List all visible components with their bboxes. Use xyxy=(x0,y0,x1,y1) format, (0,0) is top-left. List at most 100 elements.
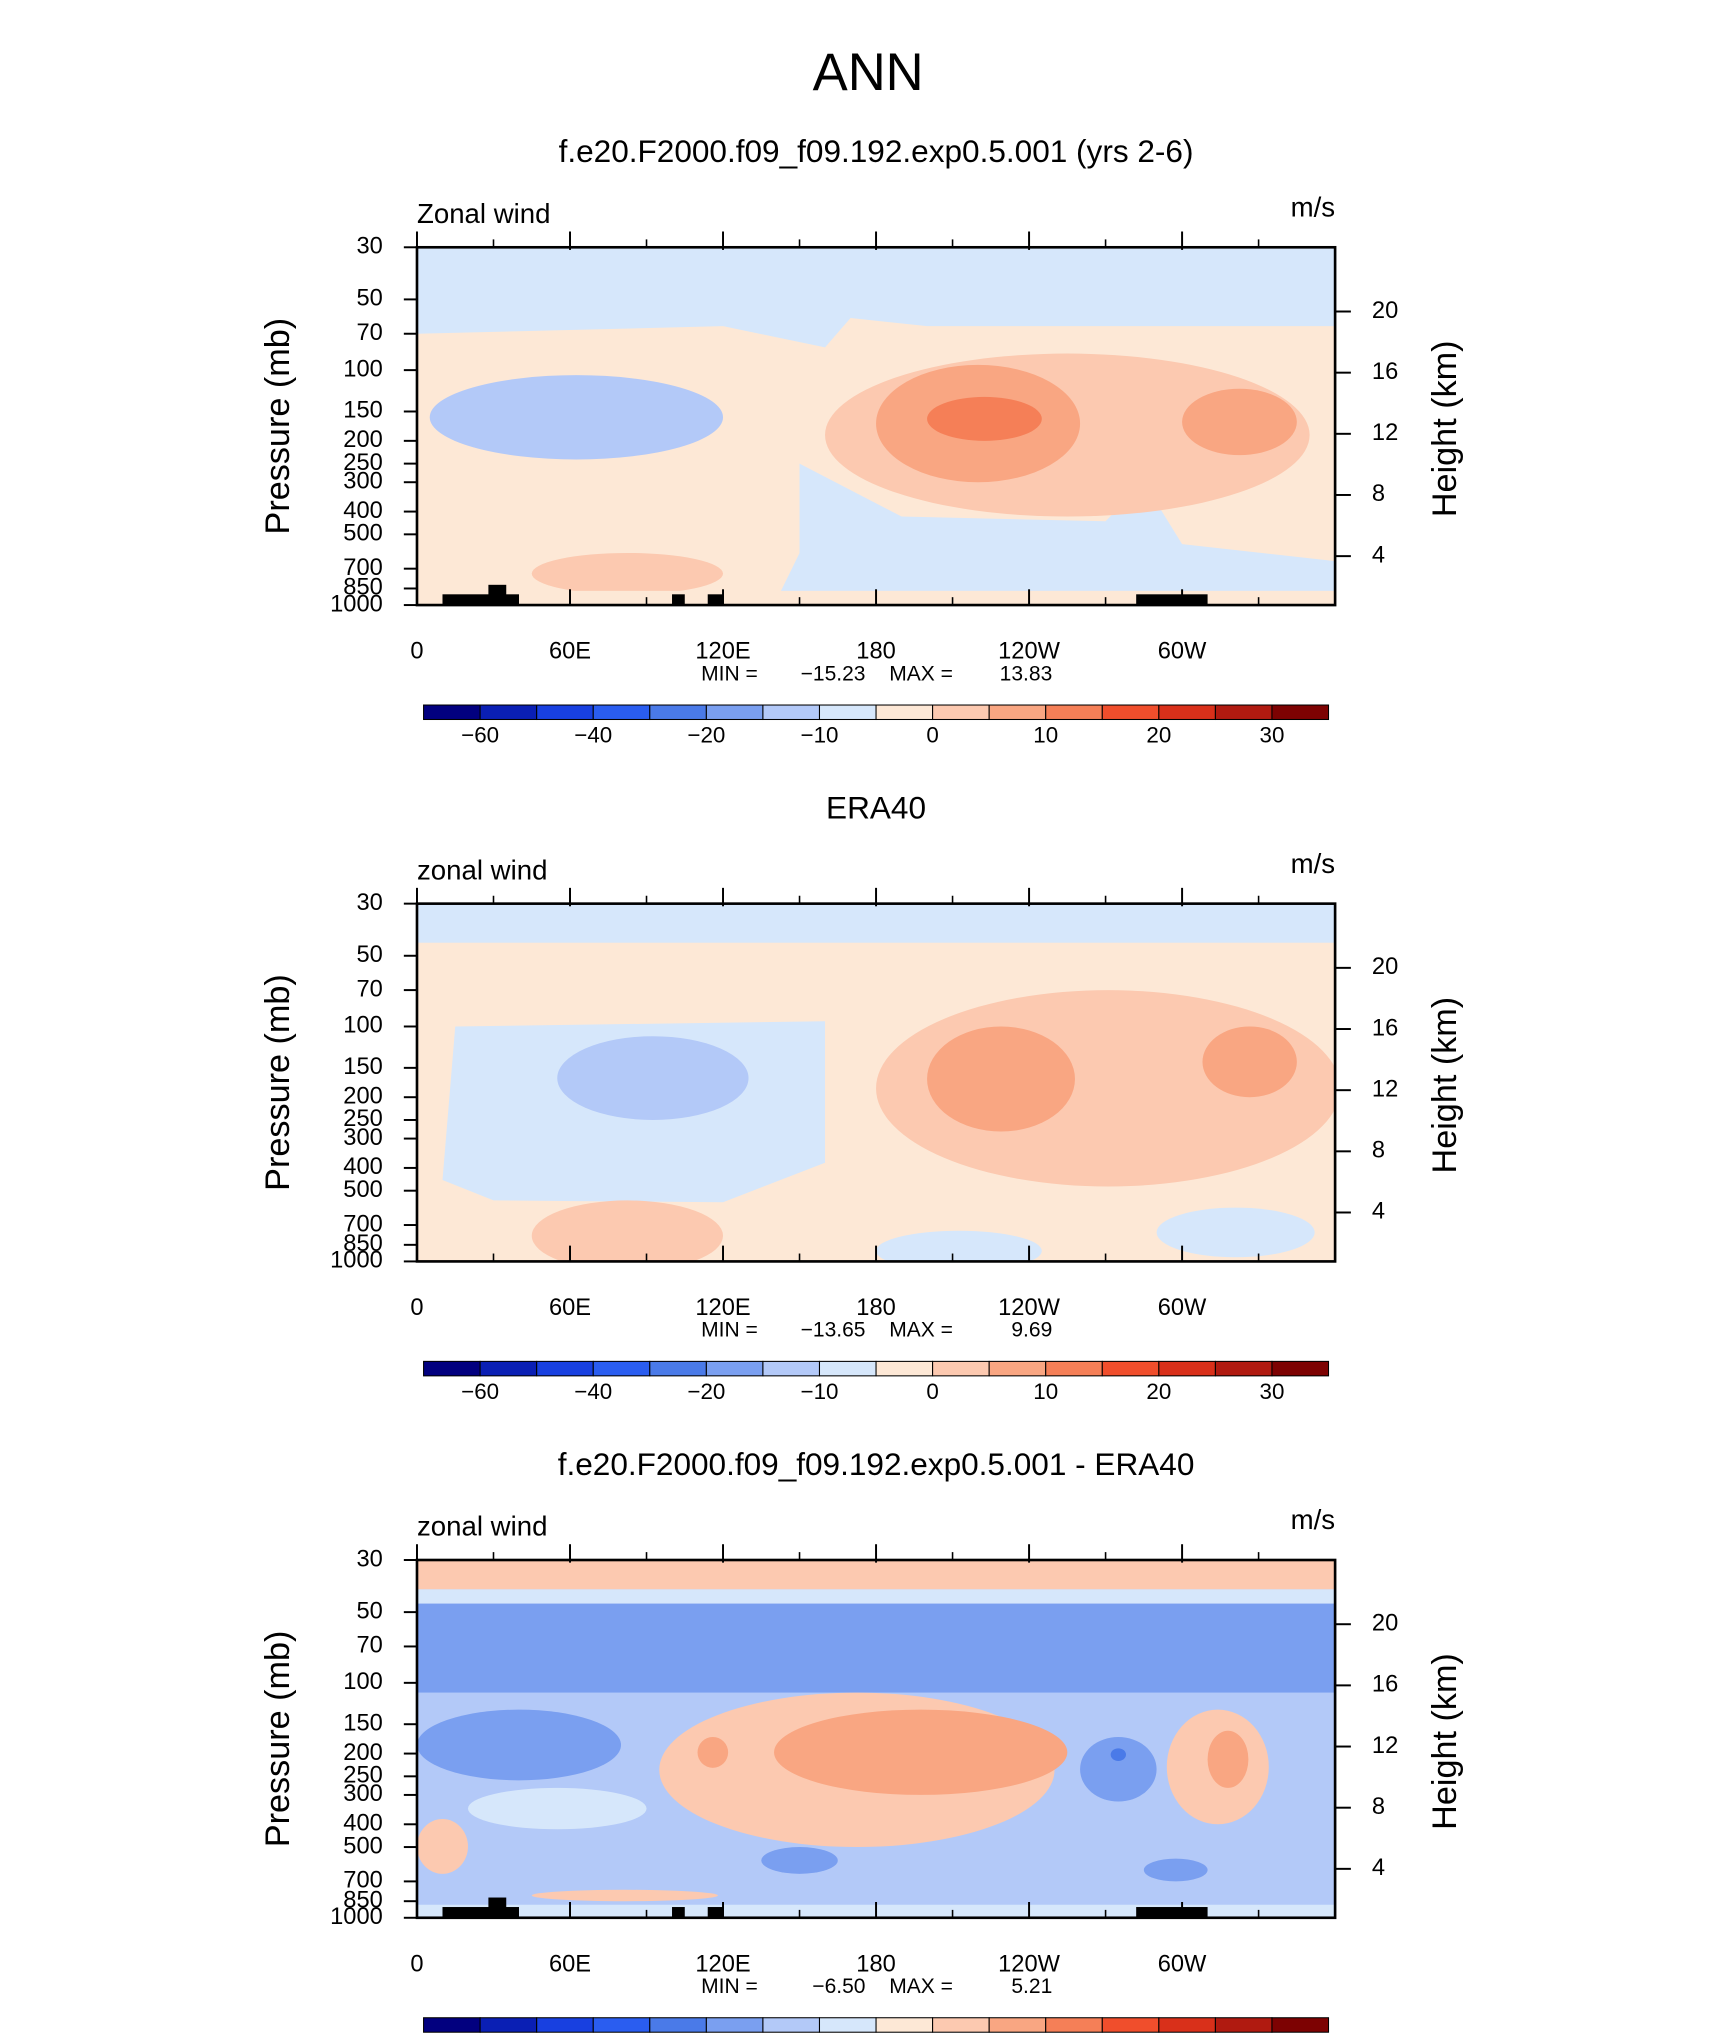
x-tick-label: 60W xyxy=(1158,1951,1207,1977)
contour-fill xyxy=(416,247,1336,348)
terrain xyxy=(707,594,724,606)
colorbar-box xyxy=(932,2017,990,2033)
contour-fill xyxy=(1143,1858,1208,1882)
min-label: MIN = xyxy=(701,1319,758,1342)
colorbar-label: 30 xyxy=(1260,723,1285,748)
y2-axis-title: Height (km) xyxy=(1426,997,1464,1174)
y-tick-label: 150 xyxy=(343,1054,382,1080)
y-tick-label: 300 xyxy=(343,1781,382,1807)
y-tick-label: 700 xyxy=(343,1868,382,1894)
colorbar-box xyxy=(988,1360,1047,1377)
contour-fill xyxy=(761,1847,838,1874)
max-label: MAX = xyxy=(889,1975,953,1998)
y2-tick-label: 16 xyxy=(1372,1672,1398,1698)
colorbar-box xyxy=(536,2017,594,2033)
x-tick-label: 120E xyxy=(695,1295,750,1321)
contour-field xyxy=(416,247,1336,606)
colorbar-box xyxy=(1045,1360,1103,1377)
terrain xyxy=(442,1907,520,1918)
colorbar-label: 9 xyxy=(1096,2035,1108,2038)
y2-tick-label: 20 xyxy=(1372,298,1398,324)
colorbar-box xyxy=(649,1360,707,1377)
colorbar-box xyxy=(1101,2017,1160,2033)
x-tick-label: 0 xyxy=(410,639,423,665)
colorbar-label: −20 xyxy=(687,1379,725,1404)
y-tick-label: 30 xyxy=(356,234,382,260)
y-tick-label: 500 xyxy=(343,1177,382,1203)
panel-title: f.e20.F2000.f09_f09.192.exp0.5.001 (yrs … xyxy=(559,133,1194,169)
colorbar-box xyxy=(1271,704,1330,721)
colorbar-label: 1 xyxy=(926,2035,938,2038)
colorbar-box xyxy=(1214,1360,1273,1377)
contour-fill xyxy=(416,1819,468,1874)
contour-fill xyxy=(1202,1026,1297,1098)
figure-title: ANN xyxy=(813,43,924,102)
colorbar-box xyxy=(1214,704,1273,721)
panel-title: ERA40 xyxy=(826,790,926,826)
x-tick-label: 180 xyxy=(856,639,895,665)
colorbar-box xyxy=(1214,2017,1273,2033)
y2-tick-label: 16 xyxy=(1372,1015,1398,1041)
colorbar-box xyxy=(592,1360,651,1377)
y-tick-label: 300 xyxy=(343,1125,382,1151)
x-tick-label: 60E xyxy=(549,639,591,665)
colorbar-box xyxy=(875,704,934,721)
colorbar-box xyxy=(649,2017,707,2033)
colorbar-box xyxy=(649,704,707,721)
y-tick-label: 400 xyxy=(343,1811,382,1837)
colorbar-box xyxy=(705,2017,764,2033)
max-label: MAX = xyxy=(889,1319,953,1342)
x-tick-label: 0 xyxy=(410,1951,423,1977)
colorbar-label: −9 xyxy=(637,2035,663,2038)
field-label: zonal wind xyxy=(417,854,547,885)
contour-fill xyxy=(416,1603,1336,1693)
y-axis-title: Pressure (mb) xyxy=(259,318,297,535)
terrain xyxy=(1136,1907,1208,1918)
colorbar-box xyxy=(1101,1360,1160,1377)
colorbar-box xyxy=(762,1360,821,1377)
x-tick-label: 60W xyxy=(1158,639,1207,665)
contour-fill xyxy=(531,1200,723,1262)
colorbar-box xyxy=(818,704,877,721)
min-value: −13.65 xyxy=(801,1319,866,1342)
y-tick-label: 200 xyxy=(343,1740,382,1766)
colorbar-box xyxy=(875,1360,934,1377)
contour-fill xyxy=(467,1787,647,1830)
y-tick-label: 50 xyxy=(356,286,382,312)
y-tick-label: 250 xyxy=(343,1106,382,1132)
y-tick-label: 50 xyxy=(356,1598,382,1624)
contour-fill xyxy=(1080,1736,1157,1802)
y-tick-label: 400 xyxy=(343,498,382,524)
x-tick-label: 0 xyxy=(410,1295,423,1321)
colorbar-label: −60 xyxy=(461,1379,499,1404)
colorbar-label: 0 xyxy=(926,1379,938,1404)
colorbar-label: −3 xyxy=(750,2035,776,2038)
y2-tick-label: 4 xyxy=(1372,542,1385,568)
y-tick-label: 200 xyxy=(343,427,382,453)
y2-axis-title: Height (km) xyxy=(1426,1653,1464,1830)
contour-fill xyxy=(876,1230,1042,1262)
terrain xyxy=(488,584,507,606)
y2-tick-label: 20 xyxy=(1372,1610,1398,1636)
colorbar-box xyxy=(423,2017,481,2033)
colorbar-box xyxy=(875,2017,934,2033)
panel-title: f.e20.F2000.f09_f09.192.exp0.5.001 - ERA… xyxy=(558,1446,1195,1482)
y2-tick-label: 12 xyxy=(1372,1733,1398,1759)
y2-tick-label: 12 xyxy=(1372,1076,1398,1102)
min-value: −6.50 xyxy=(812,1975,865,1998)
colorbar-box xyxy=(479,704,538,721)
y-tick-label: 1000 xyxy=(330,1248,383,1274)
y-tick-label: 300 xyxy=(343,468,382,494)
colorbar-box xyxy=(818,1360,877,1377)
colorbar-label: −12 xyxy=(574,2035,612,2038)
units-label: m/s xyxy=(1291,1504,1335,1535)
contour-fill xyxy=(531,1889,718,1902)
contour-fill xyxy=(927,1026,1075,1132)
colorbar-label: −20 xyxy=(687,723,725,748)
y-tick-label: 1000 xyxy=(330,591,383,617)
colorbar-box xyxy=(762,2017,821,2033)
y-tick-label: 70 xyxy=(356,976,382,1002)
y-tick-label: 100 xyxy=(343,1669,382,1695)
